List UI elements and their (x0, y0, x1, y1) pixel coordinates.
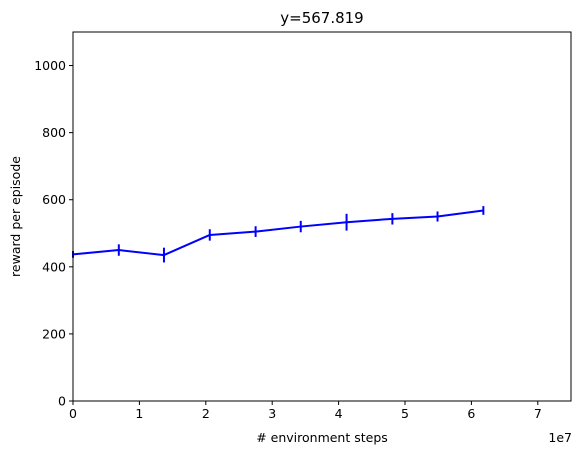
y-tick-label: 400 (42, 259, 66, 274)
data-point (299, 225, 302, 228)
series-layer (72, 206, 485, 263)
data-point (163, 254, 165, 256)
y-axis-title: reward per episode (8, 156, 23, 277)
x-axis-ticks: 0 1 2 3 4 5 6 7 (69, 401, 542, 421)
data-point (436, 215, 439, 218)
data-point (118, 249, 120, 251)
y-tick-label: 200 (42, 326, 66, 341)
x-axis-offset-label: 1e7 (548, 430, 572, 445)
x-tick-label: 5 (401, 406, 409, 421)
y-axis-ticks: 0 200 400 600 800 1000 (34, 58, 73, 409)
x-tick-label: 7 (534, 406, 542, 421)
x-tick-label: 3 (268, 406, 276, 421)
plot-frame (72, 31, 572, 402)
data-point (482, 209, 485, 212)
series-line (72, 209, 484, 257)
x-tick-label: 1 (135, 406, 143, 421)
y-tick-label: 0 (58, 394, 66, 409)
data-point (345, 221, 348, 224)
data-point (254, 230, 257, 233)
data-point (208, 234, 211, 236)
chart-title: y=567.819 (280, 9, 363, 27)
data-point (391, 218, 394, 220)
x-tick-label: 6 (467, 406, 475, 421)
y-tick-label: 600 (42, 192, 66, 207)
y-tick-label: 1000 (34, 58, 66, 73)
y-tick-label: 800 (42, 125, 66, 140)
x-tick-label: 0 (69, 406, 77, 421)
x-axis-title: # environment steps (256, 430, 388, 445)
x-tick-label: 2 (202, 406, 210, 421)
x-tick-label: 4 (335, 406, 343, 421)
